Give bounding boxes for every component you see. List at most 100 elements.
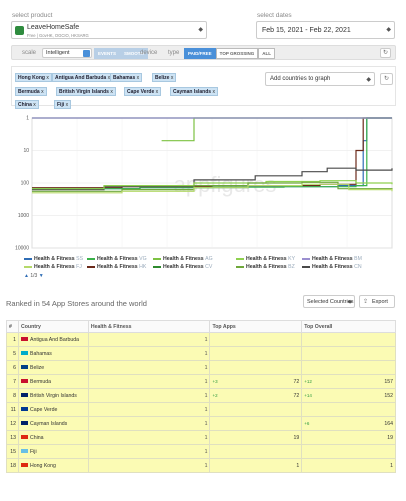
col-header-country[interactable]: Country: [17, 320, 89, 333]
table-row[interactable]: 5 Bahamas 1: [6, 346, 396, 361]
legend-swatch: [87, 257, 95, 260]
app-icon: [15, 26, 24, 35]
col-header-health-fitness[interactable]: Health & Fitness: [87, 320, 211, 333]
country-tag-label: Cayman Islands: [173, 89, 212, 95]
remove-tag-icon[interactable]: x: [33, 102, 36, 108]
legend-item[interactable]: Health & Fitness HK: [87, 264, 146, 270]
col-header-top-overall[interactable]: Top Overall: [301, 320, 396, 333]
legend-swatch: [302, 265, 310, 268]
legend-pager[interactable]: ▲ 1/3 ▼: [24, 273, 44, 279]
legend-code: BM: [354, 256, 362, 262]
scale-select[interactable]: Intelligent: [42, 48, 92, 58]
selected-countries-dropdown[interactable]: Selected Countries ◆: [303, 295, 355, 308]
reset-tags-icon[interactable]: ↻: [380, 73, 393, 85]
remove-tag-icon[interactable]: x: [110, 89, 113, 95]
remove-tag-icon[interactable]: x: [46, 75, 49, 81]
country-tag[interactable]: Bermuda x: [15, 87, 47, 96]
legend-item[interactable]: Health & Fitness FJ: [24, 264, 82, 270]
remove-tag-icon[interactable]: x: [136, 75, 140, 81]
chart-y-ticks: 1 10 100 1000 10000: [15, 116, 29, 252]
legend-label: Health & Fitness: [34, 264, 75, 270]
remove-tag-icon[interactable]: x: [41, 89, 44, 95]
top-overall-cell: [301, 360, 396, 375]
scale-label: scale: [22, 50, 37, 56]
col-header-num[interactable]: #: [6, 320, 19, 333]
legend-item[interactable]: Health & Fitness CN: [302, 264, 362, 270]
table-row[interactable]: 12 Cayman Islands 1 +6 164: [6, 416, 396, 431]
country-tag[interactable]: British Virgin Islands x: [56, 87, 116, 96]
table-row[interactable]: 6 Belize 1: [6, 360, 396, 375]
flag-icon: [20, 351, 28, 356]
country-tag[interactable]: Bahamas x: [110, 73, 143, 82]
device-label: device: [140, 50, 158, 56]
top-apps-rank: 72: [293, 378, 300, 385]
col-header-top-apps[interactable]: Top Apps: [209, 320, 303, 333]
table-row[interactable]: 1 Antigua And Barbuda 1: [6, 332, 396, 347]
hf-rank: 1: [87, 388, 211, 403]
top-apps-rank: 72: [293, 392, 300, 399]
hf-rank: 1: [87, 430, 211, 445]
type-top-grossing-button[interactable]: TOP GROSSING: [215, 48, 259, 59]
country-tag[interactable]: China x: [15, 100, 39, 109]
remove-tag-icon[interactable]: x: [212, 89, 215, 95]
table-row[interactable]: 11 Cape Verde 1: [6, 402, 396, 417]
country-cell: Antigua And Barbuda: [17, 332, 89, 347]
flag-icon: [20, 393, 28, 398]
table-row[interactable]: 15 Fiji 1: [6, 444, 396, 459]
legend-code: CN: [354, 264, 362, 270]
legend-item[interactable]: Health & Fitness AG: [153, 256, 213, 262]
refresh-icon[interactable]: ↻: [380, 48, 391, 58]
table-row[interactable]: 18 Hong Kong 1 1 1: [6, 458, 396, 473]
top-overall-cell: +14 152: [301, 388, 396, 403]
top-apps-cell: [209, 444, 303, 459]
y-tick-label: 1000: [18, 213, 29, 219]
country-cell: Fiji: [17, 444, 89, 459]
flag-icon: [20, 337, 28, 342]
country-tag[interactable]: Cayman Islands x: [170, 87, 218, 96]
remove-tag-icon[interactable]: x: [170, 75, 174, 81]
legend-item[interactable]: Health & Fitness SS: [24, 256, 83, 262]
country-tag[interactable]: Hong Kong x: [15, 73, 52, 82]
table-row[interactable]: 13 China 1 19 19: [6, 430, 396, 445]
top-overall-cell: 1: [301, 458, 396, 473]
table-row[interactable]: 8 British Virgin Islands 1 +2 72 +14 152: [6, 388, 396, 403]
country-name: Belize: [29, 364, 45, 371]
table-row[interactable]: 7 Bermuda 1 +3 72 +12 157: [6, 374, 396, 389]
country-tag[interactable]: Antigua And Barbuda x: [52, 73, 114, 82]
legend-swatch: [302, 257, 310, 260]
legend-code: BZ: [288, 264, 295, 270]
country-name: China: [29, 434, 44, 441]
date-range-picker[interactable]: Feb 15, 2021 - Feb 22, 2021 ◆: [256, 21, 395, 39]
legend-code: VG: [139, 256, 147, 262]
top-apps-cell: 19: [209, 430, 303, 445]
country-tag-label: Belize: [155, 75, 170, 81]
date-range-text: Feb 15, 2021 - Feb 22, 2021: [262, 27, 351, 34]
legend-item[interactable]: Health & Fitness VG: [87, 256, 147, 262]
remove-tag-icon[interactable]: x: [65, 102, 69, 108]
add-countries-dropdown[interactable]: Add countries to graph ◆: [265, 72, 375, 86]
remove-tag-icon[interactable]: x: [155, 89, 159, 95]
country-cell: China: [17, 430, 89, 445]
legend-item[interactable]: Health & Fitness KY: [236, 256, 295, 262]
top-apps-cell: [209, 360, 303, 375]
legend-item[interactable]: Health & Fitness BM: [302, 256, 362, 262]
smooth-button[interactable]: SMOOTH: [120, 48, 148, 59]
country-tag-label: Bermuda: [18, 89, 40, 95]
export-button[interactable]: ⇪ Export: [359, 295, 395, 308]
legend-item[interactable]: Health & Fitness BZ: [236, 264, 295, 270]
flag-icon: [20, 435, 28, 440]
legend-item[interactable]: Health & Fitness CV: [153, 264, 212, 270]
type-paid-free-button[interactable]: PAID/FREE: [184, 48, 216, 59]
country-tag-label: Cape Verde: [127, 89, 155, 95]
legend-swatch: [236, 257, 244, 260]
country-tag[interactable]: Fiji x: [54, 100, 72, 109]
top-apps-cell: 1: [209, 458, 303, 473]
remove-tag-icon[interactable]: x: [107, 75, 111, 81]
type-all-button[interactable]: ALL: [258, 48, 276, 59]
top-apps-cell: [209, 402, 303, 417]
country-tag-label: Hong Kong: [18, 75, 45, 81]
country-tag[interactable]: Cape Verde x: [124, 87, 162, 96]
events-button[interactable]: EVENTS: [94, 48, 121, 59]
country-tag[interactable]: Belize x: [152, 73, 177, 82]
product-selector[interactable]: LeaveHomeSafe Free | GovHK, OGCIO, HKSAR…: [11, 21, 207, 39]
